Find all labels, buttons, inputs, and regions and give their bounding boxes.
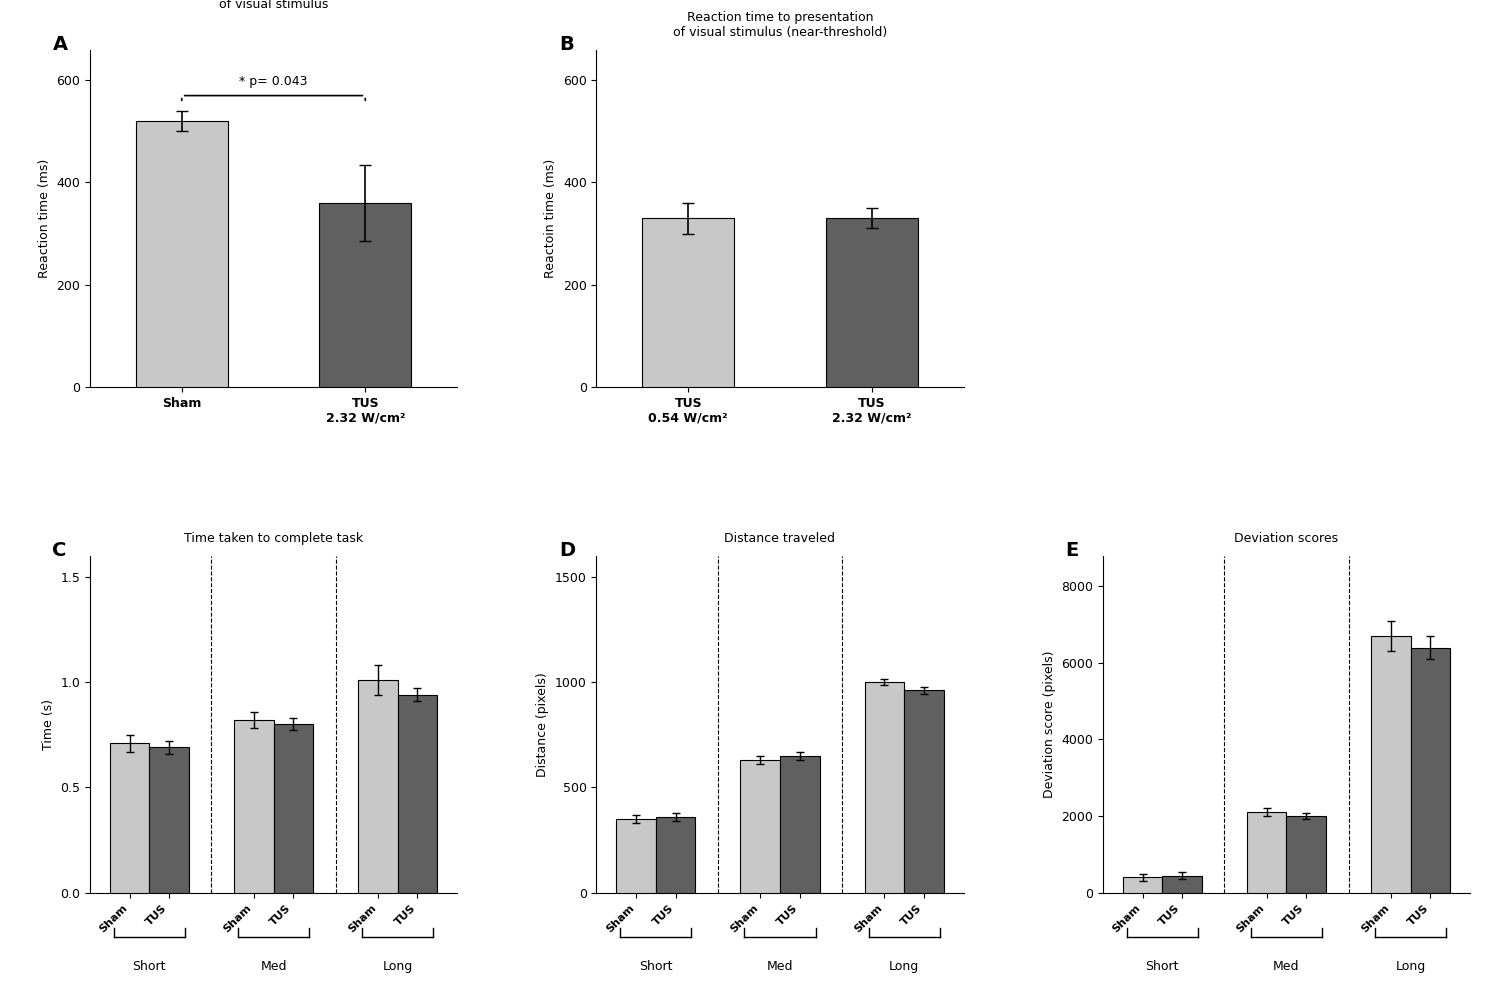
Bar [1122, 878, 1162, 893]
Title: Distance traveled: Distance traveled [724, 532, 836, 545]
Text: B: B [560, 35, 573, 54]
Bar [656, 817, 696, 893]
Y-axis label: Reaction time (ms): Reaction time (ms) [38, 159, 51, 278]
Text: Med: Med [261, 960, 286, 973]
Bar [642, 218, 734, 387]
Text: D: D [560, 541, 574, 559]
Text: A: A [53, 35, 68, 54]
Text: Med: Med [766, 960, 794, 973]
Bar [273, 724, 314, 893]
Text: C: C [53, 541, 68, 559]
Bar [1246, 812, 1287, 893]
Text: Long: Long [1395, 960, 1426, 973]
Bar [904, 690, 944, 893]
Y-axis label: Reactoin time (ms): Reactoin time (ms) [544, 159, 558, 278]
Title: Reaction time to presentation
of visual stimulus (near-threshold): Reaction time to presentation of visual … [674, 11, 886, 39]
Bar [1287, 816, 1326, 893]
Bar [827, 218, 918, 387]
Bar [1162, 876, 1202, 893]
Text: * p= 0.043: * p= 0.043 [240, 75, 308, 88]
Text: E: E [1065, 541, 1078, 559]
Bar [398, 694, 438, 893]
Text: Short: Short [132, 960, 166, 973]
Bar [780, 756, 819, 893]
Bar [320, 203, 411, 387]
Text: Med: Med [1274, 960, 1299, 973]
Text: Long: Long [382, 960, 412, 973]
Text: Long: Long [890, 960, 920, 973]
Bar [741, 760, 780, 893]
Bar [1371, 636, 1410, 893]
Bar [358, 680, 398, 893]
Bar [110, 743, 150, 893]
Bar [234, 720, 273, 893]
Text: Short: Short [1146, 960, 1179, 973]
Bar [1410, 648, 1450, 893]
Text: Short: Short [639, 960, 672, 973]
Y-axis label: Distance (pixels): Distance (pixels) [537, 672, 549, 777]
Y-axis label: Deviation score (pixels): Deviation score (pixels) [1042, 651, 1056, 798]
Title: Reaction time to presentation
of visual stimulus: Reaction time to presentation of visual … [180, 0, 368, 11]
Title: Time taken to complete task: Time taken to complete task [184, 532, 363, 545]
Bar [864, 682, 904, 893]
Bar [136, 121, 228, 387]
Title: Deviation scores: Deviation scores [1234, 532, 1338, 545]
Bar [150, 747, 189, 893]
Bar [616, 819, 656, 893]
Y-axis label: Time (s): Time (s) [42, 698, 54, 750]
